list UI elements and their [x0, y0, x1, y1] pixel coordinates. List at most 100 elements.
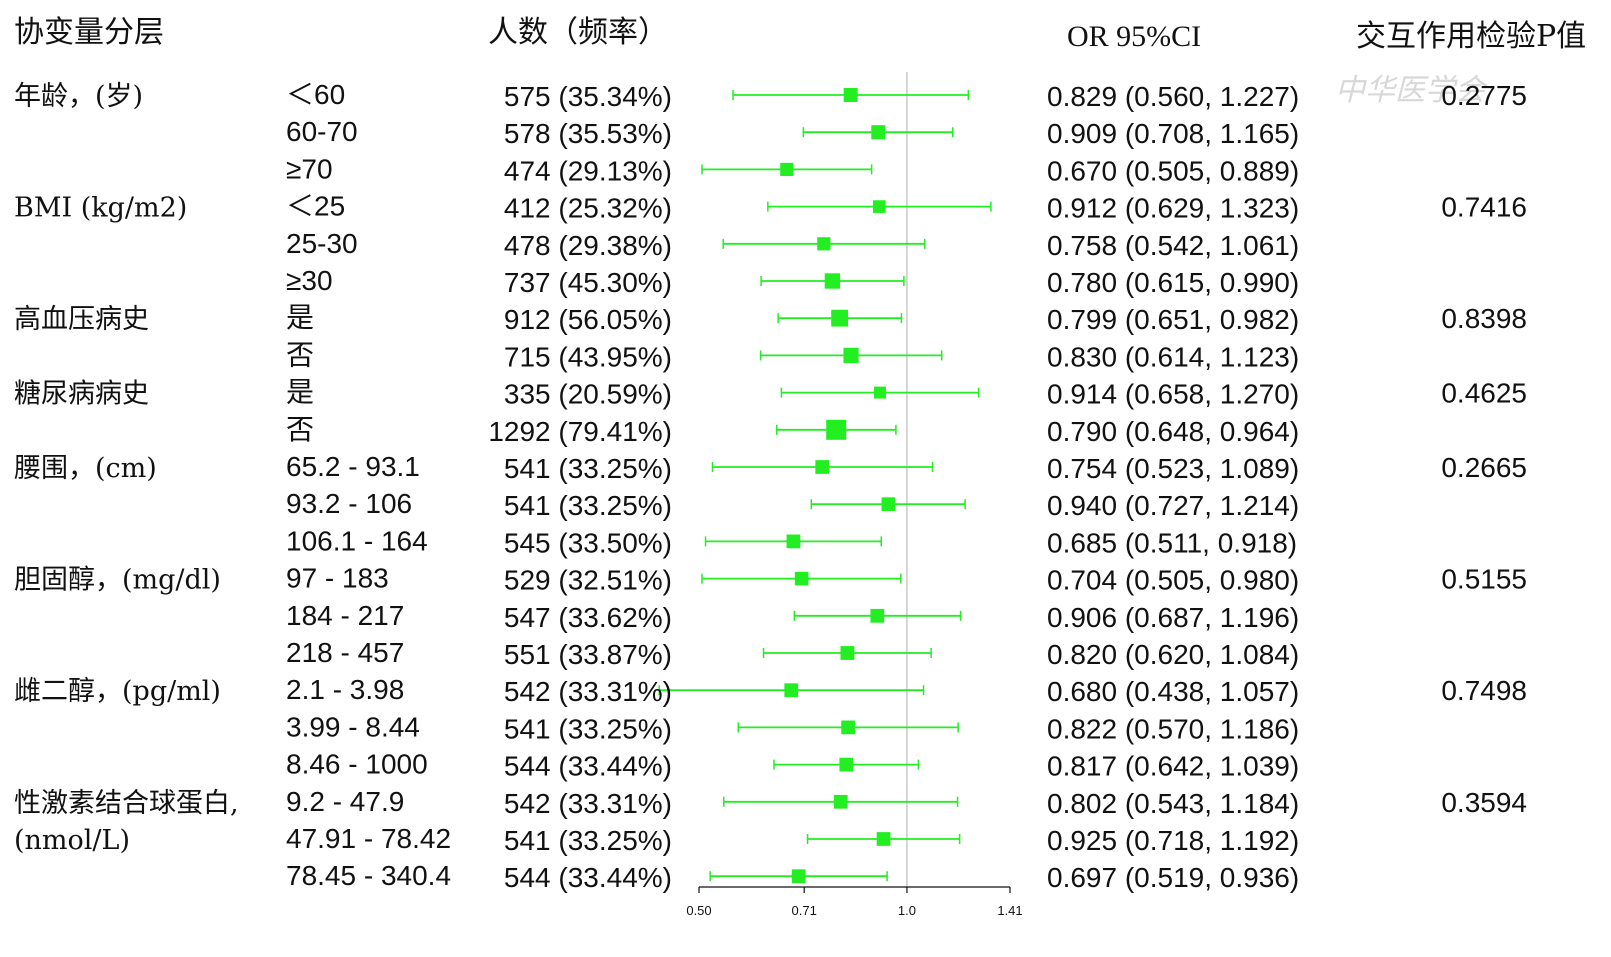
group-label: 雌二醇，(pg/ml) — [14, 676, 221, 707]
or-ci-cell: 0.697 (0.519, 0.936) — [1047, 862, 1299, 893]
x-axis-tick-label: 0.71 — [792, 903, 817, 918]
subgroup-label: ≥70 — [286, 153, 333, 184]
subgroup-label: 78.45 - 340.4 — [286, 860, 451, 891]
count-cell: 737 (45.30%) — [504, 267, 672, 298]
or-ci-cell: 0.754 (0.523, 1.089) — [1047, 453, 1299, 484]
group-label: 腰围，(cm) — [14, 453, 157, 484]
or-point — [871, 125, 886, 140]
or-ci-cell: 0.790 (0.648, 0.964) — [1047, 416, 1299, 447]
or-ci-cell: 0.925 (0.718, 1.192) — [1047, 825, 1299, 856]
header-p-value: 交互作用检验P值 — [1356, 19, 1586, 54]
interaction-p-value: 0.7498 — [1441, 675, 1527, 706]
group-label: BMI (kg/m2) — [14, 193, 187, 224]
group-label: 胆固醇，(mg/dl) — [14, 565, 221, 596]
or-ci-cell: 0.758 (0.542, 1.061) — [1047, 230, 1299, 261]
or-ci-cell: 0.799 (0.651, 0.982) — [1047, 304, 1299, 335]
or-ci-cell: 0.914 (0.658, 1.270) — [1047, 379, 1299, 410]
or-point — [843, 347, 859, 363]
count-cell: 541 (33.25%) — [504, 453, 672, 484]
or-ci-cell: 0.704 (0.505, 0.980) — [1047, 565, 1299, 596]
subgroup-label: ≥30 — [286, 265, 333, 296]
or-point — [780, 162, 794, 176]
or-ci-cell: 0.830 (0.614, 1.123) — [1047, 341, 1299, 372]
or-ci-cell: 0.906 (0.687, 1.196) — [1047, 602, 1299, 633]
count-cell: 541 (33.25%) — [504, 713, 672, 744]
or-point — [872, 200, 886, 213]
count-cell: 551 (33.87%) — [504, 639, 672, 670]
or-point — [786, 534, 801, 549]
subgroup-label: ＜60 — [286, 79, 345, 110]
header-covariate: 协变量分层 — [14, 15, 164, 50]
count-cell: 544 (33.44%) — [504, 862, 672, 893]
subgroup-label: 184 - 217 — [286, 600, 404, 631]
or-point — [876, 832, 891, 846]
count-cell: 474 (29.13%) — [504, 155, 672, 186]
subgroup-label: 25-30 — [286, 228, 358, 259]
group-label: 糖尿病病史 — [14, 379, 149, 410]
or-ci-cell: 0.780 (0.615, 0.990) — [1047, 267, 1299, 298]
subgroup-label: 218 - 457 — [286, 637, 404, 668]
interaction-p-value: 0.3594 — [1441, 787, 1527, 818]
header-count: 人数（频率） — [488, 15, 668, 50]
or-point — [873, 386, 886, 399]
plot-area: 0.50 0.71 1.0 1.41 — [658, 72, 1023, 918]
data-table: 年龄，(岁) 0.2775 ＜60 575 (35.34%) 0.829 (0.560,… — [14, 79, 1527, 893]
count-cell: 478 (29.38%) — [504, 230, 672, 261]
count-cell: 412 (25.32%) — [504, 193, 672, 224]
or-ci-cell: 0.940 (0.727, 1.214) — [1047, 490, 1299, 521]
or-point — [794, 571, 809, 586]
count-cell: 547 (33.62%) — [504, 602, 672, 633]
subgroup-label: 3.99 - 8.44 — [286, 711, 420, 742]
or-ci-cell: 0.820 (0.620, 1.084) — [1047, 639, 1299, 670]
count-cell: 578 (35.53%) — [504, 118, 672, 149]
subgroup-label: 65.2 - 93.1 — [286, 451, 420, 482]
header-or: OR 95%CI — [1067, 20, 1201, 53]
subgroup-label: 93.2 - 106 — [286, 488, 412, 519]
group-label-line2: (nmol/L) — [14, 825, 130, 856]
count-cell: 542 (33.31%) — [504, 676, 672, 707]
count-cell: 529 (32.51%) — [504, 565, 672, 596]
group-label: 年龄，(岁) — [14, 81, 143, 112]
or-point — [826, 419, 847, 440]
subgroup-label: 97 - 183 — [286, 563, 389, 594]
or-point — [833, 794, 848, 809]
interaction-p-value: 0.8398 — [1441, 303, 1527, 334]
subgroup-label: 否 — [286, 414, 314, 445]
subgroup-label: 是 — [286, 302, 314, 333]
or-point — [815, 460, 830, 474]
subgroup-label: 否 — [286, 339, 314, 370]
count-cell: 1292 (79.41%) — [488, 416, 672, 447]
or-point — [841, 720, 855, 735]
or-point — [843, 87, 858, 103]
watermark-text: 中华医学会 — [1335, 73, 1488, 108]
interaction-p-value: 0.5155 — [1441, 564, 1527, 595]
or-point — [831, 309, 849, 327]
or-ci-cell: 0.829 (0.560, 1.227) — [1047, 81, 1299, 112]
count-cell: 544 (33.44%) — [504, 751, 672, 782]
count-cell: 575 (35.34%) — [504, 81, 672, 112]
or-point — [784, 683, 799, 698]
subgroup-label: 2.1 - 3.98 — [286, 674, 404, 705]
interaction-p-value: 0.4625 — [1441, 378, 1527, 409]
subgroup-label: 是 — [286, 377, 314, 408]
count-cell: 715 (43.95%) — [504, 341, 672, 372]
or-ci-cell: 0.822 (0.570, 1.186) — [1047, 713, 1299, 744]
interaction-p-value: 0.2665 — [1441, 452, 1527, 483]
or-point — [791, 869, 806, 884]
or-ci-cell: 0.670 (0.505, 0.889) — [1047, 155, 1299, 186]
interaction-p-value: 0.2775 — [1441, 80, 1527, 111]
interaction-p-value: 0.7416 — [1441, 192, 1527, 223]
group-label: 高血压病史 — [14, 304, 149, 335]
or-ci-cell: 0.912 (0.629, 1.323) — [1047, 193, 1299, 224]
or-point — [870, 608, 885, 623]
subgroup-label: 60-70 — [286, 116, 358, 147]
or-point — [824, 273, 841, 289]
subgroup-label: 106.1 - 164 — [286, 525, 428, 556]
or-ci-cell: 0.817 (0.642, 1.039) — [1047, 751, 1299, 782]
or-ci-cell: 0.909 (0.708, 1.165) — [1047, 118, 1299, 149]
count-cell: 542 (33.31%) — [504, 788, 672, 819]
x-axis-tick-label: 0.50 — [686, 903, 711, 918]
subgroup-label: ＜25 — [286, 191, 345, 222]
or-point — [839, 757, 854, 772]
